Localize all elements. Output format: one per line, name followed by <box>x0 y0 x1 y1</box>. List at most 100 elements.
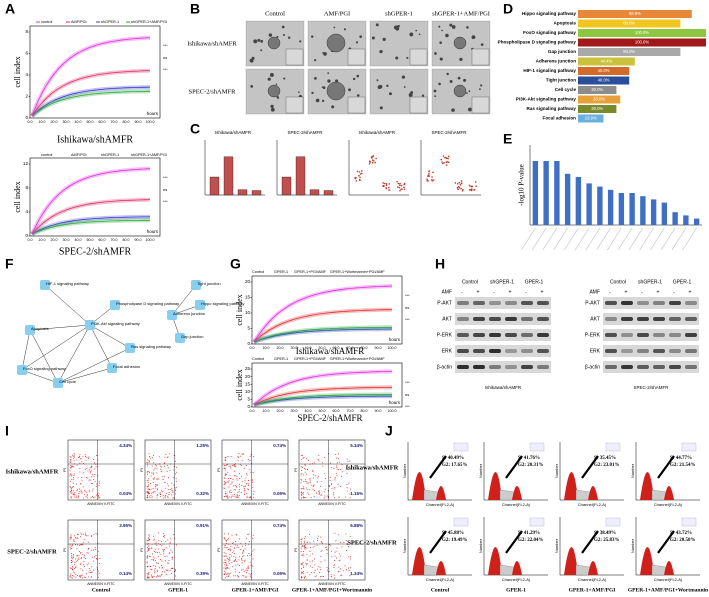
event <box>321 462 323 464</box>
event <box>176 544 178 546</box>
event <box>81 544 83 546</box>
event <box>312 470 314 472</box>
event <box>85 573 87 575</box>
event <box>172 551 174 553</box>
event <box>341 463 343 465</box>
event <box>239 556 241 558</box>
event <box>164 465 166 467</box>
event <box>249 561 251 563</box>
event <box>240 492 242 494</box>
event <box>235 466 237 468</box>
phase-label: S: 41.76% <box>518 456 540 461</box>
event <box>235 564 237 566</box>
event <box>224 469 226 471</box>
event <box>243 570 245 572</box>
cell <box>311 91 314 95</box>
event <box>236 544 238 546</box>
event <box>242 568 244 570</box>
event <box>173 465 175 467</box>
event <box>246 495 248 497</box>
event <box>249 459 251 461</box>
event <box>228 465 230 467</box>
band <box>605 301 617 305</box>
group-label: Control <box>610 279 626 285</box>
column-label: GPER-1 <box>168 587 188 593</box>
event <box>229 554 231 556</box>
event <box>249 497 251 499</box>
event <box>239 464 241 466</box>
dot <box>354 177 357 180</box>
category-stub <box>542 227 558 251</box>
event <box>146 480 148 482</box>
event <box>224 457 226 459</box>
band <box>669 317 681 321</box>
event <box>237 563 239 565</box>
x-tick-label: 40.0 <box>305 346 312 350</box>
event <box>81 476 83 478</box>
event <box>226 546 228 548</box>
event <box>75 497 77 499</box>
event <box>154 551 156 553</box>
event <box>91 535 93 537</box>
spheroid <box>267 84 281 98</box>
event <box>339 542 341 544</box>
band <box>669 301 681 305</box>
event <box>79 488 81 490</box>
dot <box>371 159 374 161</box>
event <box>146 557 148 559</box>
event <box>171 494 173 496</box>
event <box>94 473 96 475</box>
event <box>228 486 230 488</box>
band <box>521 301 533 305</box>
event <box>340 575 342 577</box>
event <box>310 547 312 549</box>
event <box>72 544 74 546</box>
event <box>322 576 324 578</box>
dot <box>454 182 457 184</box>
event <box>339 559 341 561</box>
edge <box>57 324 91 384</box>
event <box>244 576 246 578</box>
band <box>605 333 617 337</box>
event <box>336 547 338 549</box>
band <box>521 349 533 353</box>
y-tick-label: 25 <box>245 366 251 371</box>
event <box>170 538 172 540</box>
event <box>73 453 75 455</box>
x-tick-label: 80.0 <box>361 409 368 413</box>
s-phase <box>651 564 667 576</box>
event <box>82 577 84 579</box>
event <box>156 489 158 491</box>
event <box>167 496 169 498</box>
event <box>227 538 229 540</box>
cell <box>314 59 317 62</box>
inset <box>347 96 366 114</box>
column-label: Control <box>92 587 111 593</box>
event <box>150 475 152 477</box>
y-tick-label: 6 <box>25 51 28 56</box>
dot <box>456 186 459 189</box>
x-tick-label: 100.0 <box>146 120 155 124</box>
event <box>320 569 322 571</box>
event <box>334 559 336 561</box>
quadrant-label: 4.34% <box>119 443 132 448</box>
event <box>91 476 93 478</box>
event <box>309 482 311 484</box>
event <box>152 535 154 537</box>
event <box>229 490 231 492</box>
event <box>70 466 72 468</box>
event <box>321 542 323 544</box>
cell <box>463 78 467 82</box>
x-tick-label: 20.0 <box>277 409 284 413</box>
event <box>96 483 98 485</box>
event <box>76 559 78 561</box>
event <box>165 547 167 549</box>
legend-label: GPER-1+PGI/AMF <box>294 270 327 274</box>
event <box>312 546 314 548</box>
event <box>229 491 231 493</box>
event <box>74 568 76 570</box>
event <box>350 488 352 490</box>
event <box>336 467 338 469</box>
event <box>346 487 348 489</box>
event <box>80 563 82 565</box>
